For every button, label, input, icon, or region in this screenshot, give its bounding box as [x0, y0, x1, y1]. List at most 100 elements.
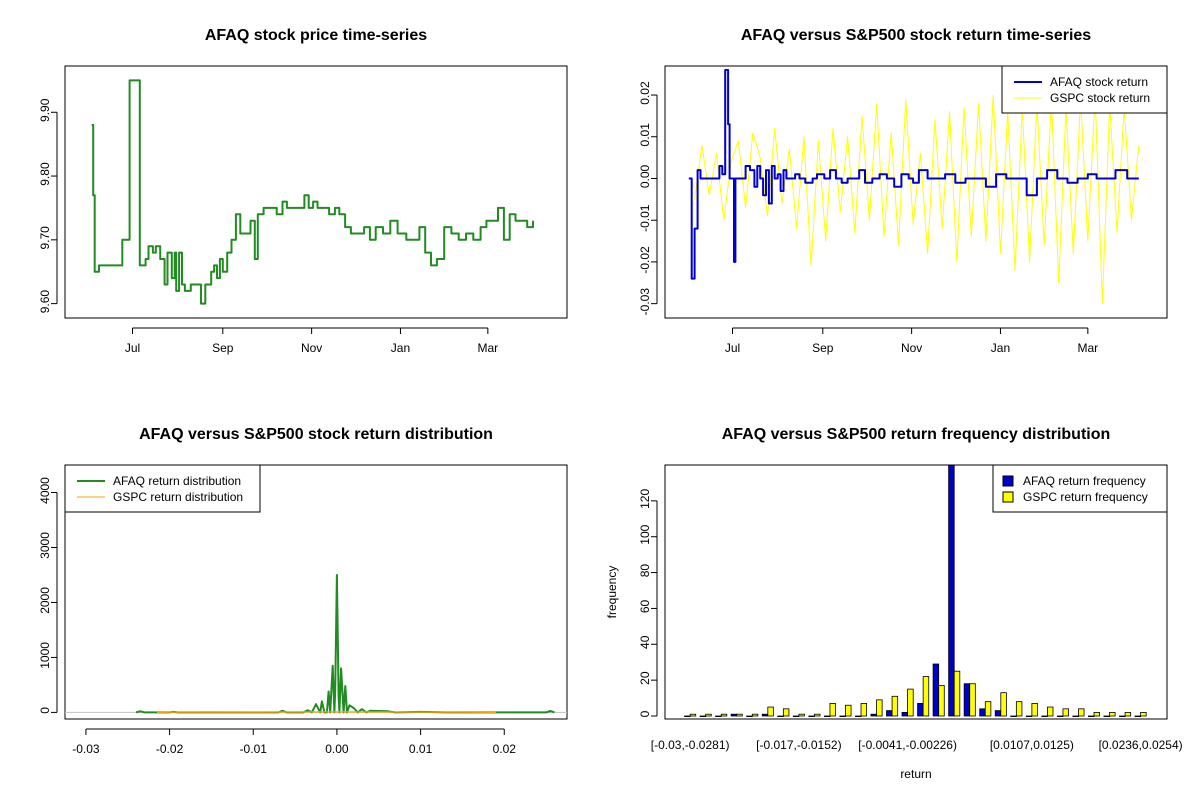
histogram-chart-y-tick-label: 100 — [638, 524, 652, 544]
histogram-x-axis-label: return — [900, 767, 931, 781]
density-chart-panel: AFAQ versus S&P500 stock return distribu… — [38, 426, 568, 756]
afaq-frequency-bar — [715, 715, 722, 718]
density-chart-y-tick-label: 2000 — [38, 587, 52, 614]
price-chart-panel: AFAQ stock price time-series Jul Sep Nov Jan… — [38, 27, 568, 355]
gspc-frequency-bar — [860, 703, 868, 717]
price-chart-plot-frame — [64, 65, 568, 319]
gspc-return-line — [694, 94, 1140, 305]
returns-chart-panel: AFAQ versus S&P500 stock return time-ser… — [638, 27, 1168, 355]
afaq-frequency-bar — [1056, 715, 1064, 718]
histogram-chart-y-tick-label: 60 — [638, 599, 652, 613]
gspc-frequency-bar — [984, 701, 992, 717]
density-chart-x-tick-label: 0.01 — [409, 742, 433, 756]
afaq-frequency-bar — [979, 708, 986, 717]
returns-chart-x-tick-label: Nov — [901, 341, 922, 355]
price-chart-title: AFAQ stock price time-series — [205, 27, 427, 44]
returns-chart-x-tick-label: Mar — [1078, 341, 1099, 355]
gspc-frequency-bar — [907, 688, 914, 717]
gspc-frequency-bar — [1062, 708, 1069, 717]
price-chart-y-tick-label: 9.80 — [38, 162, 52, 186]
gspc-frequency-bar — [1000, 692, 1007, 717]
afaq-frequency-bar — [839, 715, 846, 718]
density-chart-y-tick-label: 4000 — [38, 477, 52, 504]
density-chart-y-tick-label: 3000 — [38, 532, 52, 559]
returns-chart-x-tick-label: Sep — [812, 341, 834, 355]
price-chart-y-tick-label: 9.90 — [38, 98, 52, 122]
price-line — [91, 79, 534, 305]
histogram-chart-legend-box — [992, 464, 1168, 513]
returns-chart-plot-frame — [664, 65, 1168, 319]
afaq-frequency-bar — [917, 703, 924, 717]
returns-chart-y-tick-label: 0.02 — [638, 81, 652, 105]
gspc-frequency-bar — [1109, 712, 1116, 717]
histogram-chart-legend-swatch — [1002, 491, 1014, 503]
price-chart-x-tick-label: Jan — [391, 341, 410, 355]
gspc-frequency-bar — [1047, 706, 1054, 717]
density-chart-x-tick-label: -0.03 — [72, 742, 100, 756]
afaq-frequency-bar — [746, 715, 753, 718]
price-chart-x-tick-label: Nov — [301, 341, 322, 355]
histogram-chart-legend-swatch — [1002, 475, 1014, 487]
density-chart-legend-label: GSPC return distribution — [113, 490, 243, 504]
histogram-x-tick-label: [0.0107,0.0125) — [990, 738, 1074, 752]
histogram-x-tick-label: [-0.03,-0.0281) — [651, 738, 730, 752]
afaq-frequency-bar — [1025, 715, 1033, 718]
density-chart-x-tick-label: 0.02 — [493, 742, 517, 756]
gspc-density-line — [156, 711, 496, 714]
gspc-frequency-bar — [953, 670, 961, 717]
density-chart-plot-frame — [64, 464, 568, 720]
afaq-frequency-bar — [994, 710, 1002, 717]
density-chart-legend-label: AFAQ return distribution — [113, 474, 241, 488]
histogram-x-tick-label: [-0.017,-0.0152) — [756, 738, 841, 752]
histogram-x-tick-label: [0.0236,0.0254) — [1099, 738, 1183, 752]
histogram-chart-y-tick-label: 80 — [638, 564, 652, 578]
gspc-frequency-bar — [767, 706, 774, 717]
gspc-frequency-bar — [798, 713, 805, 717]
density-chart-title: AFAQ versus S&P500 stock return distribu… — [139, 426, 493, 443]
histogram-chart-y-tick-label: 120 — [638, 489, 652, 509]
afaq-frequency-bar — [1103, 715, 1110, 718]
gspc-frequency-bar — [938, 685, 945, 717]
histogram-y-axis-label: frequency — [605, 566, 619, 619]
density-chart-x-tick-label: -0.02 — [156, 742, 184, 756]
histogram-bars — [684, 465, 1147, 718]
returns-chart-y-tick-label: 0.01 — [638, 123, 652, 147]
afaq-frequency-bar — [1134, 715, 1142, 718]
returns-chart-legend-box — [1001, 65, 1168, 114]
price-chart-x-tick-label: Jul — [125, 341, 140, 355]
gspc-frequency-bar — [705, 713, 712, 717]
afaq-frequency-bar — [932, 663, 940, 717]
afaq-frequency-bar — [777, 715, 784, 718]
density-chart-x-tick-label: 0.00 — [325, 742, 349, 756]
returns-chart-legend: AFAQ stock return GSPC stock return — [1001, 65, 1168, 114]
afaq-frequency-bar — [684, 715, 691, 718]
returns-chart-x-tick-label: Jul — [725, 341, 740, 355]
afaq-frequency-bar — [1072, 715, 1079, 718]
afaq-density-line — [135, 574, 555, 714]
gspc-frequency-bar — [720, 713, 728, 717]
afaq-frequency-bar — [1010, 715, 1017, 718]
density-chart-legend-box — [64, 464, 261, 513]
price-chart-y-tick-label: 9.60 — [38, 290, 52, 314]
gspc-frequency-bar — [782, 708, 790, 717]
afaq-frequency-bar — [1041, 715, 1048, 718]
gspc-frequency-bar — [1124, 712, 1132, 717]
density-chart-x-tick-label: -0.01 — [240, 742, 268, 756]
afaq-frequency-bar — [855, 715, 862, 718]
histogram-chart-y-tick-label: 0 — [638, 710, 652, 717]
returns-chart-title: AFAQ versus S&P500 stock return time-ser… — [741, 27, 1091, 44]
afaq-frequency-bar — [1088, 715, 1095, 718]
histogram-chart-legend-label: GSPC return frequency — [1023, 490, 1148, 504]
returns-chart-y-tick-label: -0.03 — [638, 288, 652, 316]
gspc-frequency-bar — [689, 713, 697, 717]
gspc-frequency-bar — [1078, 708, 1085, 717]
gspc-frequency-bar — [751, 713, 759, 717]
gspc-frequency-bar — [1140, 712, 1147, 717]
returns-chart-legend-label: AFAQ stock return — [1050, 75, 1148, 89]
price-chart-x-tick-label: Mar — [478, 341, 499, 355]
gspc-frequency-bar — [891, 695, 899, 717]
afaq-frequency-bar — [823, 715, 831, 718]
gspc-frequency-bar — [814, 713, 821, 717]
histogram-chart-y-tick-label: 40 — [638, 635, 652, 649]
histogram-chart-panel: AFAQ versus S&P500 return frequency dist… — [605, 426, 1183, 781]
